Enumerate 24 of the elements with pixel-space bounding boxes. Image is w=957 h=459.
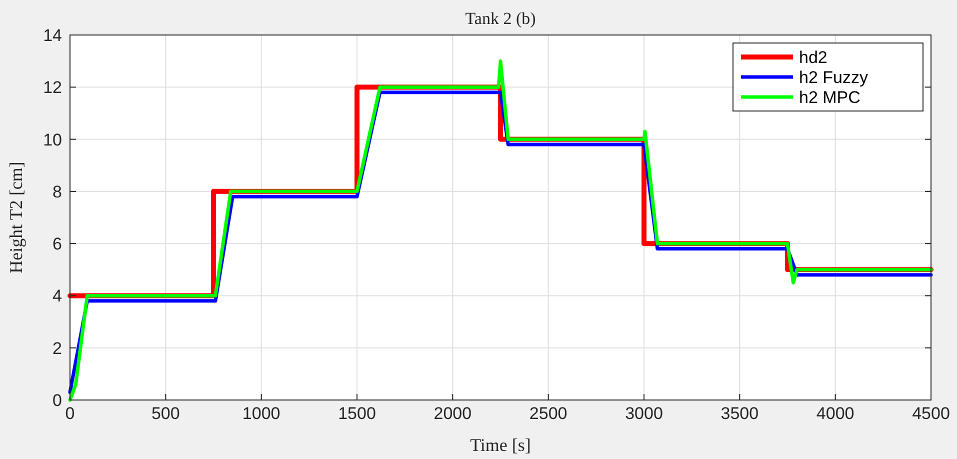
x-tick-label: 3500	[720, 404, 759, 423]
legend-label: h2 MPC	[799, 88, 860, 107]
x-tick-label: 2500	[529, 404, 568, 423]
y-axis-title: Height T2 [cm]	[6, 162, 26, 274]
x-axis-title: Time [s]	[470, 435, 531, 455]
y-tick-label: 6	[52, 234, 62, 254]
chart-title: Tank 2 (b)	[465, 9, 536, 28]
y-tick-label: 8	[52, 182, 62, 202]
x-tick-label: 1500	[338, 404, 376, 423]
x-tick-label: 0	[65, 404, 75, 423]
y-tick-label: 0	[52, 391, 62, 410]
y-tick-label: 14	[43, 26, 62, 45]
x-tick-label: 500	[151, 404, 180, 423]
x-tick-label: 2000	[434, 404, 472, 423]
x-tick-label: 1000	[242, 404, 280, 423]
x-tick-label: 3000	[625, 404, 663, 423]
y-tick-label: 2	[52, 338, 62, 358]
y-tick-label: 4	[52, 286, 62, 306]
legend-label: hd2	[799, 48, 828, 67]
x-tick-label: 4500	[912, 404, 950, 423]
legend-label: h2 Fuzzy	[799, 68, 868, 87]
x-tick-label: 4000	[816, 404, 854, 423]
y-tick-label: 12	[43, 78, 62, 98]
y-tick-label: 10	[43, 130, 62, 150]
